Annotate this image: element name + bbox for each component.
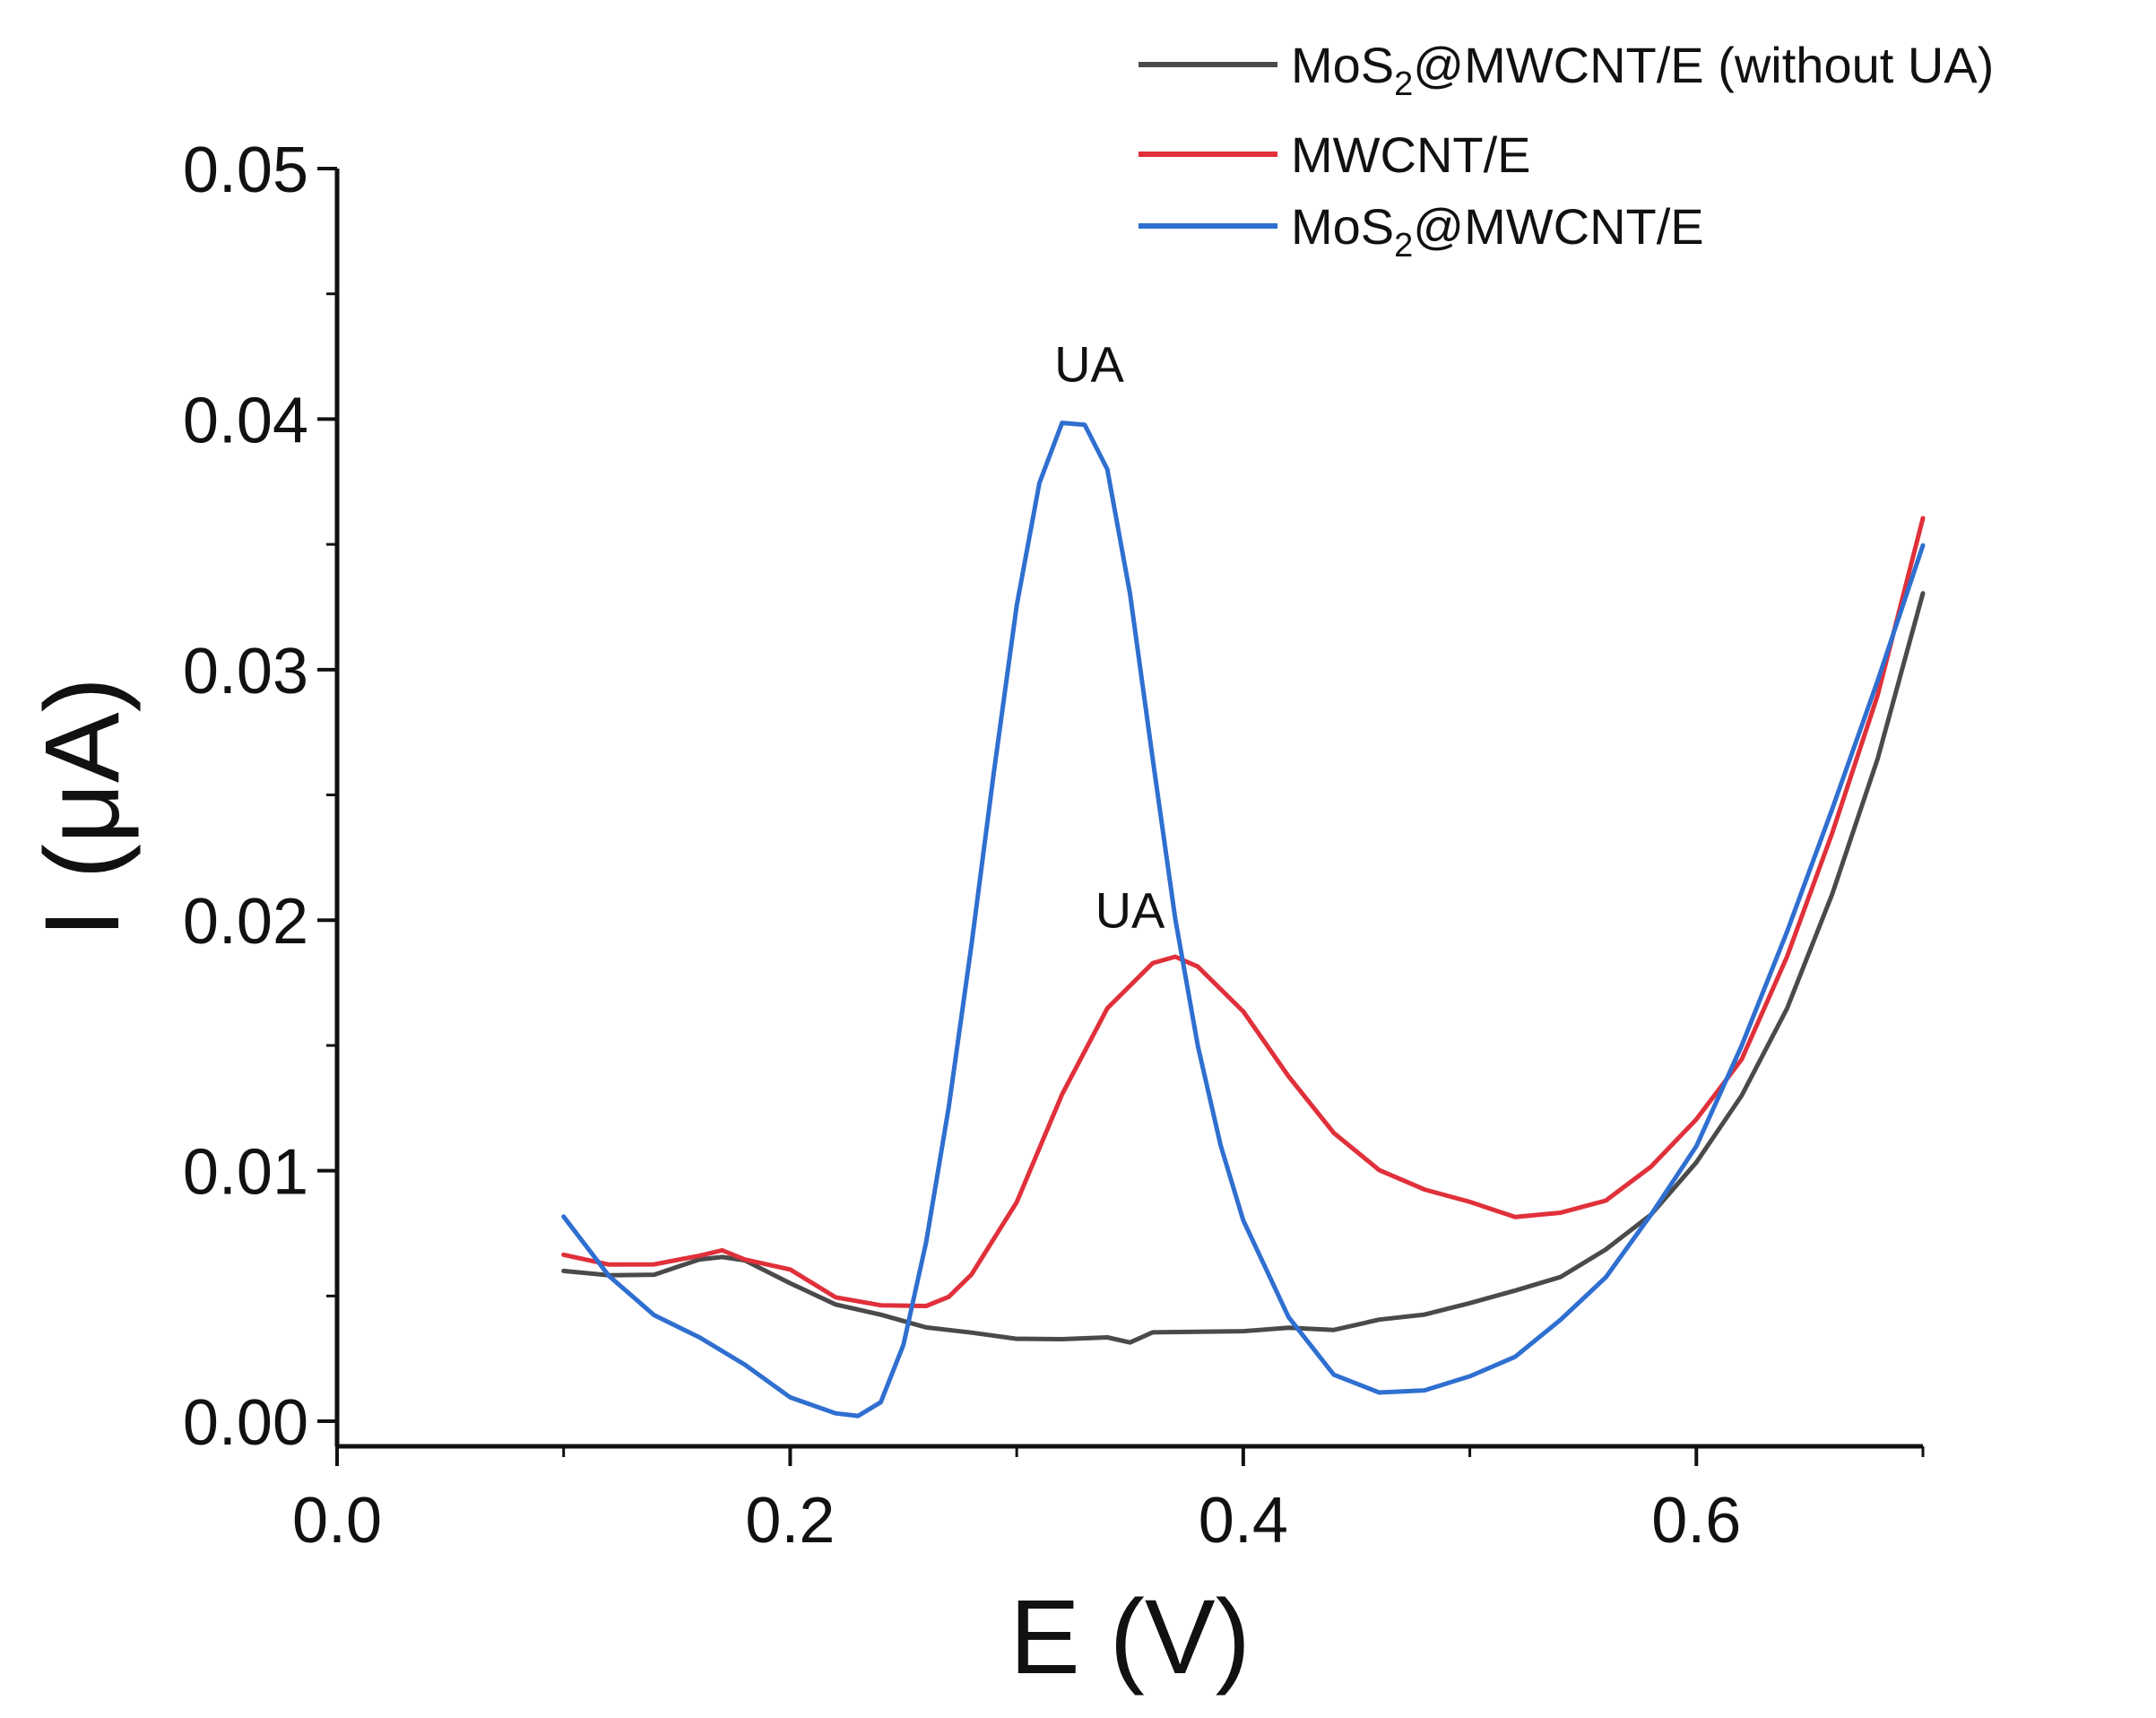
peak-annotation: UA bbox=[1095, 882, 1165, 939]
legend-label-rest: @MWCNT/E bbox=[1413, 198, 1703, 255]
y-tick-label: 0.03 bbox=[183, 636, 308, 707]
legend-label-main: MoS bbox=[1291, 198, 1394, 255]
y-tick-label: 0.02 bbox=[183, 886, 308, 958]
series-line bbox=[561, 591, 1926, 1345]
annotations: UA UA bbox=[1054, 336, 1165, 939]
series-line bbox=[561, 421, 1926, 1419]
legend-label-subscript: 2 bbox=[1394, 227, 1413, 265]
x-axis-title: E (V) bbox=[1009, 1578, 1251, 1696]
axes: 0.0 0.2 0.4 0.6 0.00 0.01 0.02 0.03 0.04 0.05 bbox=[183, 134, 1925, 1557]
legend-label-main: MWCNT/E bbox=[1291, 126, 1531, 183]
series-line bbox=[561, 516, 1926, 1308]
y-axis-title: I (μA) bbox=[23, 677, 142, 938]
plot-area bbox=[561, 421, 1926, 1419]
x-tick-label: 0.6 bbox=[1651, 1485, 1741, 1557]
legend-label: MoS2@MWCNT/E (without UA) bbox=[1291, 37, 1994, 103]
peak-annotation: UA bbox=[1054, 336, 1124, 393]
x-tick-label: 0.4 bbox=[1199, 1485, 1288, 1557]
y-tick-label: 0.01 bbox=[183, 1137, 308, 1209]
legend-label: MWCNT/E bbox=[1291, 126, 1531, 183]
x-tick-label: 0.0 bbox=[292, 1485, 382, 1557]
legend: MoS2@MWCNT/E (without UA)MWCNT/EMoS2@MWC… bbox=[1139, 37, 1994, 265]
legend-label: MoS2@MWCNT/E bbox=[1291, 198, 1704, 265]
y-tick-label: 0.00 bbox=[183, 1387, 308, 1459]
y-tick-label: 0.04 bbox=[183, 385, 308, 456]
legend-label-subscript: 2 bbox=[1394, 65, 1413, 103]
legend-label-rest: @MWCNT/E (without UA) bbox=[1413, 37, 1994, 93]
legend-label-main: MoS bbox=[1291, 37, 1394, 93]
y-tick-label: 0.05 bbox=[183, 134, 308, 206]
x-tick-label: 0.2 bbox=[745, 1485, 835, 1557]
